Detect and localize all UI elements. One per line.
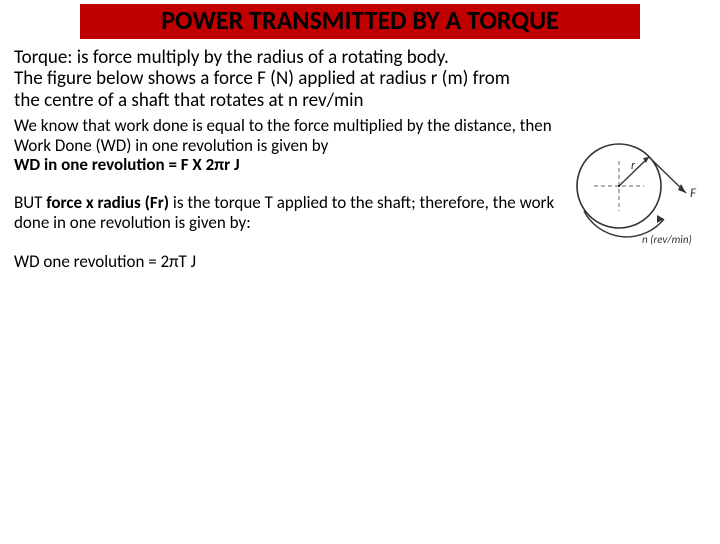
rotation-arrowhead	[657, 215, 664, 223]
title-bar: POWER TRANSMITTED BY A TORQUE	[80, 4, 640, 39]
definition-text: Torque: is force multiply by the radius …	[14, 46, 510, 113]
definition-paragraph: Torque: is force multiply by the radius …	[14, 47, 524, 113]
torque-but: BUT	[14, 192, 46, 213]
workdone-intro: We know that work done is equal to the f…	[14, 115, 552, 156]
content-region: Torque: is force multiply by the radius …	[0, 39, 720, 272]
torque-diagram: r F n (rev/min)	[564, 131, 714, 261]
force-arrowhead	[678, 184, 686, 193]
torque-paragraph: BUT force x radius (Fr) is the torque T …	[14, 193, 574, 234]
slide-title: POWER TRANSMITTED BY A TORQUE	[90, 6, 630, 35]
torque-fr: force x radius (Fr)	[46, 192, 169, 213]
force-label: F	[690, 186, 697, 201]
rpm-label: n (rev/min)	[642, 233, 692, 246]
workdone-paragraph: We know that work done is equal to the f…	[14, 116, 574, 175]
workdone-formula: WD in one revolution = F X 2πr J	[14, 154, 240, 175]
